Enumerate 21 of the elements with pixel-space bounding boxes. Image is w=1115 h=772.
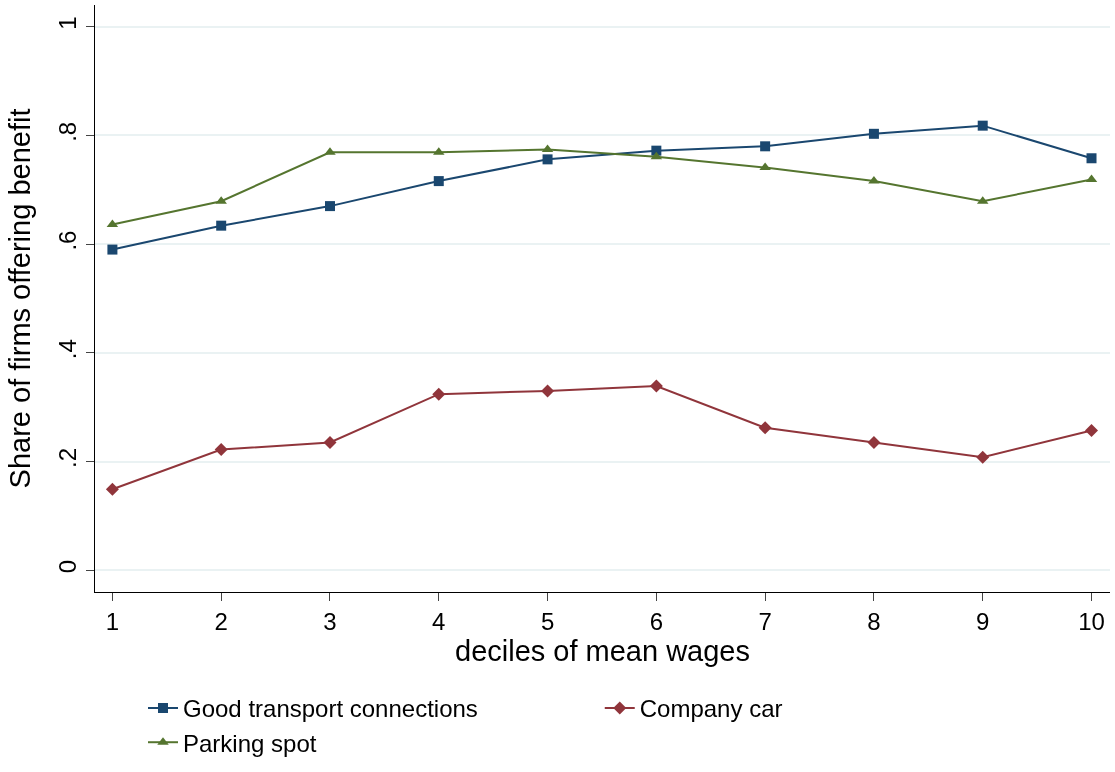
y-tick-label: .4 [54, 339, 82, 360]
x-tick-label: 5 [540, 607, 555, 635]
y-tick-label: 0 [54, 559, 82, 574]
y-tick-label: .6 [54, 230, 82, 251]
y-tick-label: .8 [54, 121, 82, 142]
y-axis-title: Share of firms offering benefit [3, 108, 36, 489]
y-tick-label: 1 [54, 16, 82, 30]
x-tick-label: 6 [649, 607, 664, 635]
x-tick-label: 2 [214, 607, 228, 635]
legend-label: Good transport connections [183, 695, 478, 723]
y-tick-label: .2 [54, 447, 82, 468]
x-tick-label: 10 [1078, 607, 1105, 635]
x-tick-label: 1 [105, 607, 120, 635]
x-axis-title: deciles of mean wages [455, 634, 750, 667]
x-tick-label: 9 [976, 607, 990, 635]
x-tick-label: 7 [758, 607, 772, 635]
x-tick-label: 4 [432, 607, 446, 635]
legend-label: Company car [639, 695, 783, 723]
legend-label: Parking spot [183, 729, 317, 757]
x-tick-label: 3 [323, 607, 337, 635]
x-tick-label: 8 [867, 607, 881, 635]
